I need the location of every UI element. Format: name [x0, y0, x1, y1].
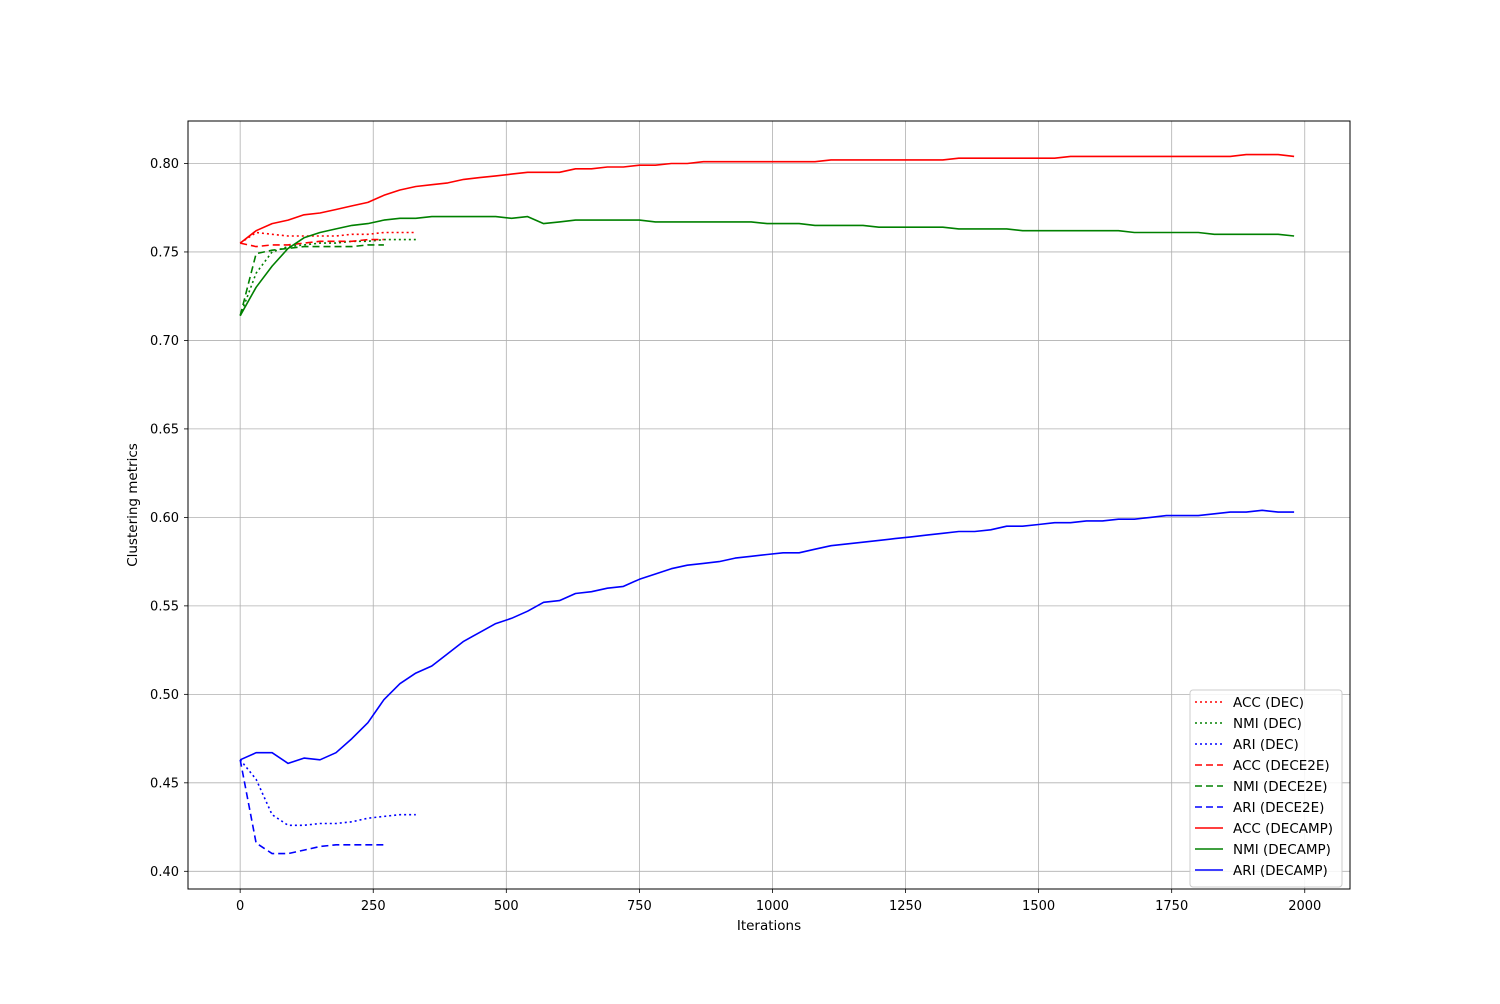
y-tick-label: 0.70	[150, 334, 179, 349]
legend-label-nmi-dec: NMI (DEC)	[1233, 716, 1302, 732]
legend: ACC (DEC) NMI (DEC) ARI (DEC) ACC (DECE2E) N…	[1189, 689, 1343, 888]
y-tick-label: 0.65	[150, 422, 179, 437]
plot-frame	[187, 120, 1351, 890]
legend-label-acc-dec: ACC (DEC)	[1233, 695, 1304, 711]
series-lines	[239, 153, 1295, 855]
legend-label-ari-dec: ARI (DEC)	[1233, 737, 1299, 753]
axis-ticks: 0 250 500 750 1000 1250 1500 1750 2000 0.40 0.45 0.…	[150, 157, 1321, 914]
series-line-acc-decamp	[239, 153, 1295, 244]
series-line-acc-dec	[239, 231, 416, 244]
x-tick-label: 750	[627, 899, 652, 914]
legend-label-ari-dece2e: ARI (DECE2E)	[1233, 800, 1324, 816]
x-tick-label: 1500	[1022, 899, 1055, 914]
series-line-ari-dece2e	[239, 759, 384, 855]
x-tick-label: 250	[361, 899, 386, 914]
x-tick-label: 500	[494, 899, 519, 914]
series-line-acc-dece2e	[240, 238, 384, 248]
y-tick-label: 0.45	[150, 776, 179, 791]
legend-label-acc-decamp: ACC (DECAMP)	[1233, 821, 1333, 837]
y-axis-label: Clustering metrics	[125, 443, 141, 567]
y-tick-label: 0.55	[150, 599, 179, 614]
x-tick-label: 0	[236, 899, 244, 914]
x-tick-label: 1750	[1155, 899, 1188, 914]
y-tick-label: 0.60	[150, 511, 179, 526]
series-line-nmi-dece2e	[239, 244, 384, 316]
legend-label-ari-decamp: ARI (DECAMP)	[1233, 863, 1328, 879]
y-tick-label: 0.40	[150, 865, 179, 880]
series-line-ari-decamp	[239, 509, 1295, 765]
x-tick-label: 1000	[756, 899, 789, 914]
x-axis-label: Iterations	[737, 918, 801, 934]
series-line-nmi-decamp	[239, 215, 1295, 317]
legend-box	[1189, 689, 1343, 888]
legend-label-nmi-decamp: NMI (DECAMP)	[1233, 842, 1331, 858]
y-tick-label: 0.50	[150, 688, 179, 703]
legend-label-nmi-dece2e: NMI (DECE2E)	[1233, 779, 1328, 795]
grid	[188, 121, 1350, 889]
x-tick-label: 1250	[889, 899, 922, 914]
y-tick-label: 0.80	[150, 157, 179, 172]
y-tick-label: 0.75	[150, 245, 179, 260]
legend-label-acc-dece2e: ACC (DECE2E)	[1233, 758, 1330, 774]
x-tick-label: 2000	[1288, 899, 1321, 914]
